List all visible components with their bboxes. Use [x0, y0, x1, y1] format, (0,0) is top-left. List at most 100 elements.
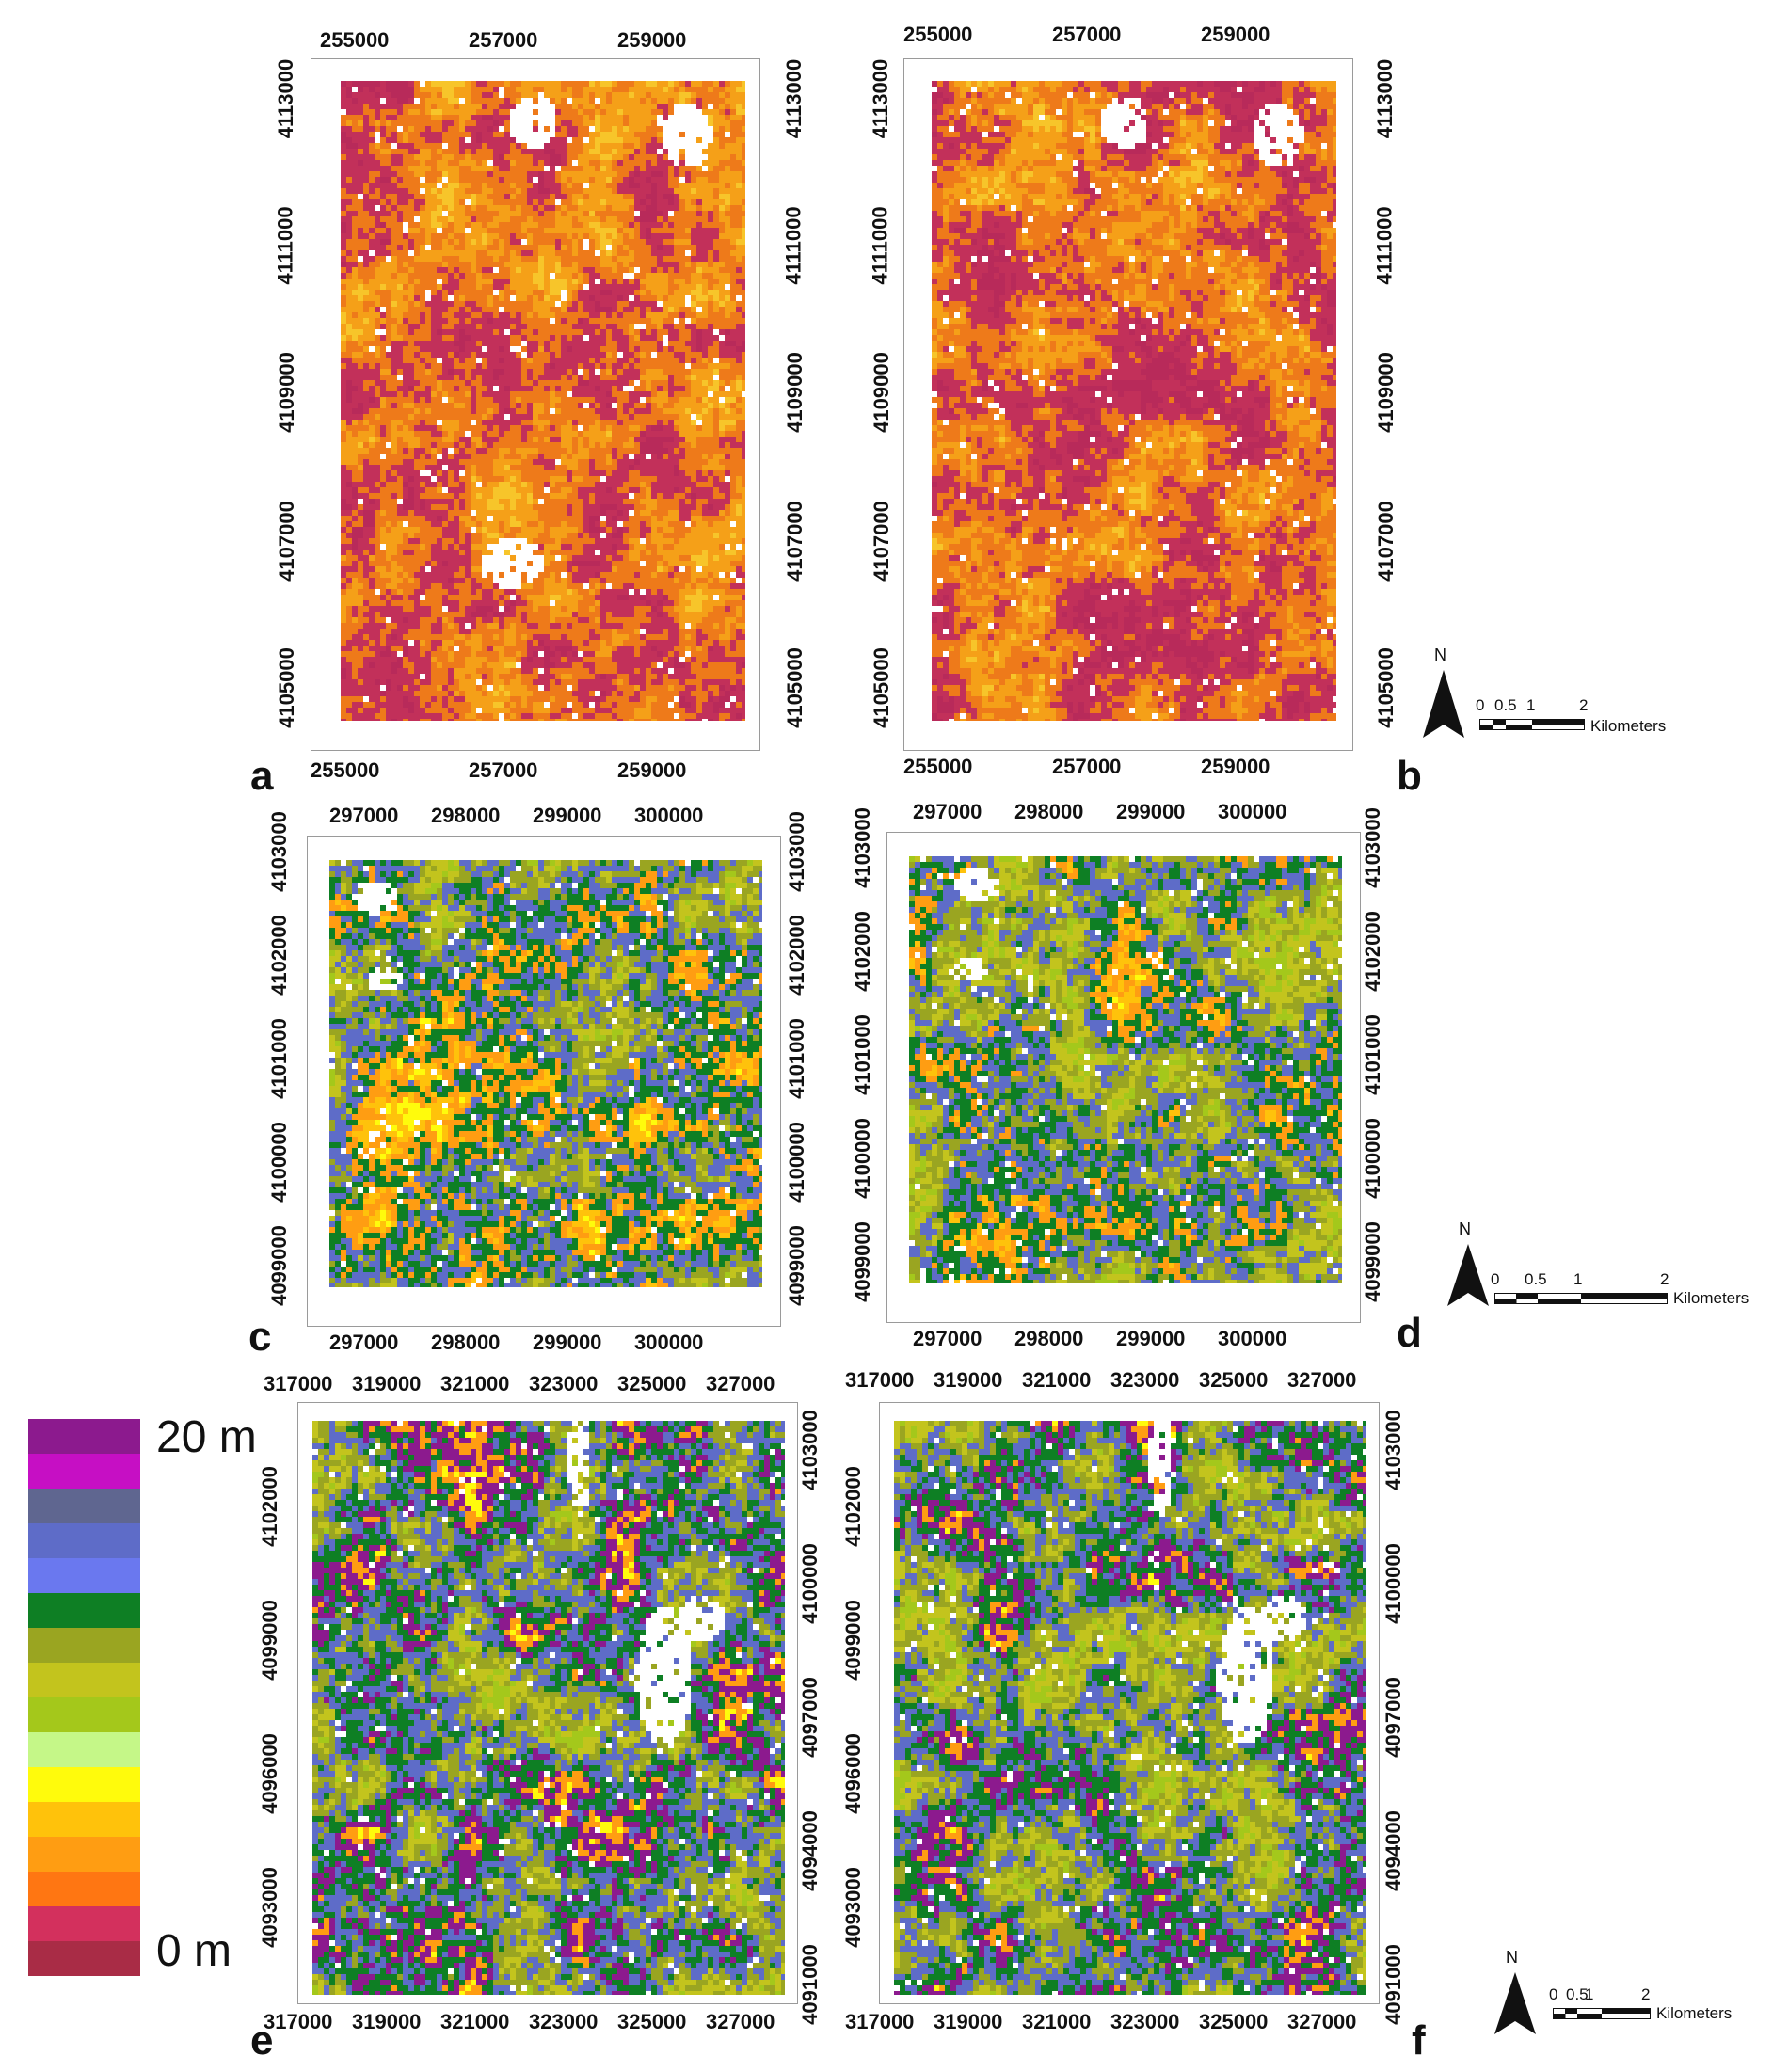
legend-min-label: 0 m — [156, 1925, 232, 1977]
xtick-c-top-4: 300000 — [634, 804, 703, 828]
xtick-d-top-2: 298000 — [1014, 800, 1083, 824]
map-raster-c — [329, 860, 762, 1287]
xtick-c-bot-2: 298000 — [431, 1331, 500, 1355]
xtick-c-bot-4: 300000 — [634, 1331, 703, 1355]
xtick-b-top-3: 259000 — [1201, 23, 1270, 47]
ytick-a-right-3: 4109000 — [783, 352, 807, 433]
scale-unit-2: Kilometers — [1673, 1289, 1749, 1308]
scale-num-3-1: 0.5 — [1566, 1985, 1589, 2004]
ytick-c-left-3: 4101000 — [267, 1018, 292, 1099]
scale-num-3-3: 2 — [1641, 1985, 1650, 2004]
ytick-e-left-4: 4093000 — [258, 1867, 282, 1948]
ytick-a-right-4: 4107000 — [783, 501, 807, 582]
ytick-e-left-3: 4096000 — [258, 1733, 282, 1814]
ytick-f-right-5: 4091000 — [1382, 1944, 1406, 2025]
ytick-c-right-5: 4099000 — [785, 1225, 809, 1306]
xtick-f-top-1: 317000 — [845, 1368, 914, 1393]
xtick-e-top-5: 325000 — [617, 1372, 686, 1396]
xtick-f-bot-3: 321000 — [1022, 2010, 1091, 2034]
ytick-c-right-2: 4102000 — [785, 915, 809, 996]
ytick-e-left-1: 4102000 — [258, 1466, 282, 1547]
scale-num-2-2: 1 — [1573, 1270, 1582, 1289]
legend-swatch — [28, 1697, 140, 1732]
xtick-d-top-4: 300000 — [1218, 800, 1286, 824]
legend-swatch — [28, 1872, 140, 1906]
ytick-e-right-3: 4097000 — [798, 1677, 823, 1758]
north-arrow-icon — [1494, 1972, 1536, 2034]
legend-swatch — [28, 1767, 140, 1802]
ytick-d-right-1: 4103000 — [1361, 807, 1385, 888]
xtick-f-bot-1: 317000 — [845, 2010, 914, 2034]
ytick-d-left-2: 4102000 — [851, 911, 875, 992]
legend-swatch — [28, 1837, 140, 1872]
xtick-a-top-1: 255000 — [320, 28, 389, 53]
north-label-1: N — [1434, 646, 1446, 665]
legend-swatch — [28, 1732, 140, 1767]
scale-num-3-0: 0 — [1549, 1985, 1557, 2004]
ytick-f-right-2: 4100000 — [1382, 1543, 1406, 1624]
ytick-c-left-5: 4099000 — [267, 1225, 292, 1306]
ytick-b-left-4: 4107000 — [870, 501, 894, 582]
scale-num-3-2: 1 — [1585, 1985, 1593, 2004]
legend-swatch — [28, 1663, 140, 1697]
xtick-b-bot-2: 257000 — [1052, 755, 1121, 779]
ytick-a-left-3: 4109000 — [275, 352, 299, 433]
xtick-e-top-4: 323000 — [529, 1372, 598, 1396]
ytick-d-right-4: 4100000 — [1361, 1118, 1385, 1199]
panel-label-b: b — [1397, 753, 1422, 800]
ytick-c-right-4: 4100000 — [785, 1122, 809, 1203]
ytick-f-left-3: 4096000 — [841, 1733, 866, 1814]
ytick-d-left-4: 4100000 — [851, 1118, 875, 1199]
ytick-f-right-4: 4094000 — [1382, 1810, 1406, 1891]
xtick-f-top-4: 323000 — [1110, 1368, 1179, 1393]
xtick-d-bot-3: 299000 — [1116, 1327, 1185, 1351]
ytick-b-left-5: 4105000 — [870, 647, 894, 728]
scale-num-1-1: 0.5 — [1494, 696, 1517, 715]
xtick-f-top-6: 327000 — [1287, 1368, 1356, 1393]
legend-swatch — [28, 1454, 140, 1489]
xtick-c-top-1: 297000 — [329, 804, 398, 828]
xtick-e-bot-1: 317000 — [264, 2010, 332, 2034]
xtick-f-bot-6: 327000 — [1287, 2010, 1356, 2034]
raster-cells — [341, 81, 745, 721]
ytick-d-left-3: 4101000 — [851, 1014, 875, 1095]
xtick-e-bot-2: 319000 — [352, 2010, 421, 2034]
ytick-f-left-2: 4099000 — [841, 1600, 866, 1681]
ytick-a-right-5: 4105000 — [783, 647, 807, 728]
xtick-f-top-2: 319000 — [934, 1368, 1002, 1393]
ytick-a-right-1: 4113000 — [782, 59, 807, 138]
map-raster-d — [909, 856, 1342, 1283]
ytick-a-left-1: 4113000 — [274, 59, 298, 138]
ytick-d-left-1: 4103000 — [851, 807, 875, 888]
map-raster-e — [312, 1421, 785, 1995]
legend-swatch — [28, 1593, 140, 1628]
legend-swatch — [28, 1802, 140, 1837]
ytick-e-right-2: 4100000 — [798, 1543, 823, 1624]
legend-swatch — [28, 1419, 140, 1454]
xtick-d-bot-2: 298000 — [1014, 1327, 1083, 1351]
ytick-b-left-1: 4113000 — [869, 59, 893, 138]
ytick-d-right-2: 4102000 — [1361, 911, 1385, 992]
north-label-3: N — [1506, 1948, 1518, 1968]
legend-swatch — [28, 1558, 140, 1593]
panel-label-e: e — [250, 2017, 273, 2064]
legend-swatch — [28, 1523, 140, 1558]
ytick-b-right-4: 4107000 — [1374, 501, 1398, 582]
xtick-c-bot-1: 297000 — [329, 1331, 398, 1355]
raster-cells — [909, 856, 1342, 1283]
panel-label-d: d — [1397, 1310, 1422, 1357]
panel-label-f: f — [1412, 2017, 1426, 2064]
legend-swatch — [28, 1628, 140, 1663]
raster-cells — [894, 1421, 1366, 1995]
xtick-e-top-3: 321000 — [440, 1372, 509, 1396]
ytick-c-right-1: 4103000 — [785, 811, 809, 892]
north-arrow-icon — [1447, 1244, 1489, 1306]
raster-cells — [932, 81, 1336, 721]
scale-num-1-3: 2 — [1579, 696, 1588, 715]
ytick-b-right-3: 4109000 — [1374, 352, 1398, 433]
xtick-c-top-2: 298000 — [431, 804, 500, 828]
xtick-f-bot-4: 323000 — [1110, 2010, 1179, 2034]
ytick-a-left-5: 4105000 — [275, 647, 299, 728]
xtick-f-bot-5: 325000 — [1199, 2010, 1268, 2034]
scale-bar-3 — [1553, 2008, 1651, 2019]
